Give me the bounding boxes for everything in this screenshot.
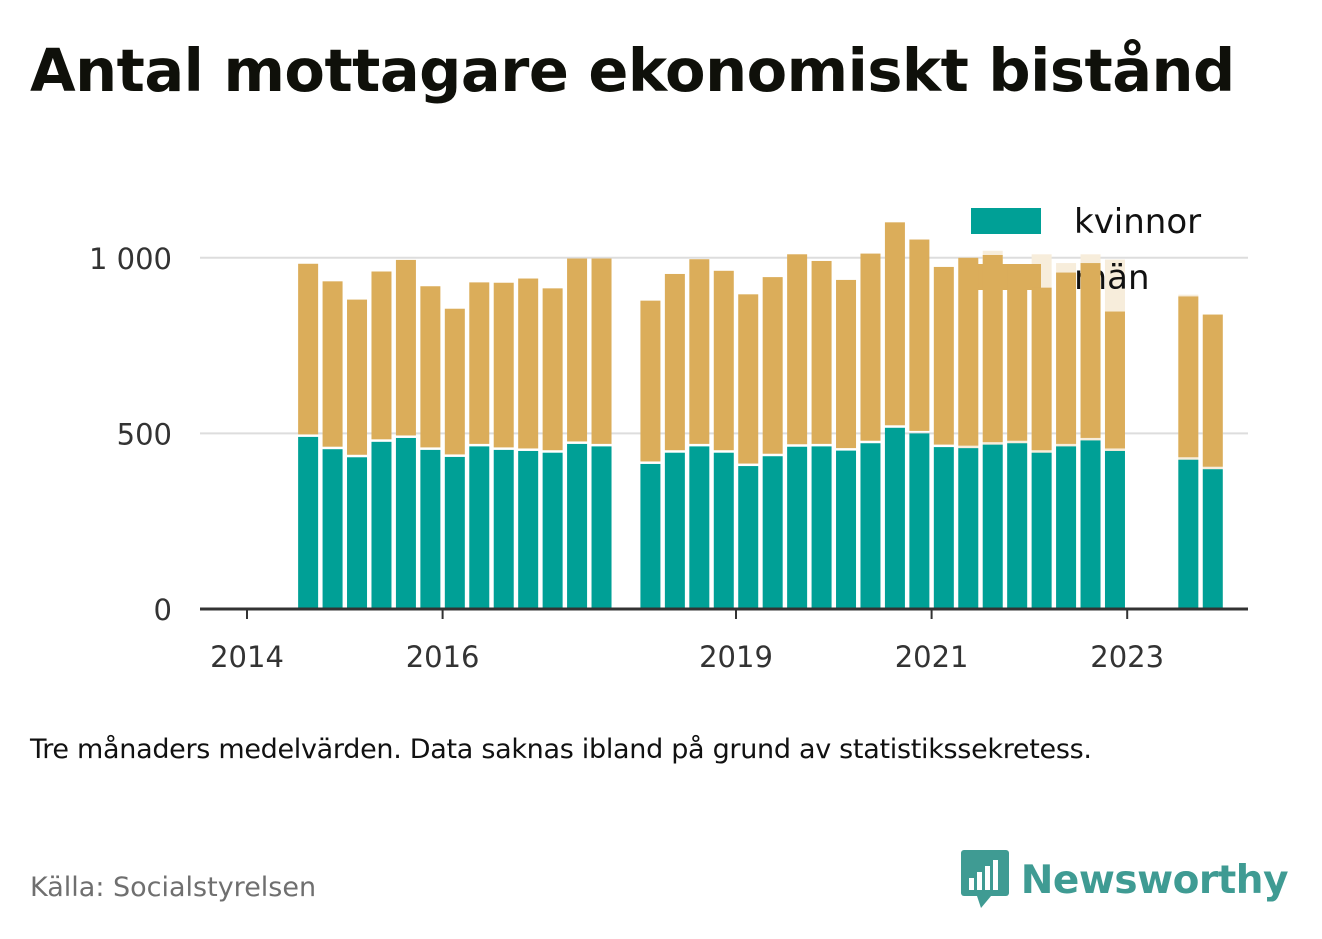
bar-kvinnor <box>860 443 881 609</box>
bar-man <box>322 281 343 447</box>
bar-man <box>860 253 881 441</box>
bar-kvinnor <box>347 457 368 609</box>
bar-kvinnor <box>640 463 661 609</box>
bar-man <box>1080 263 1101 438</box>
bar-man <box>1104 311 1125 449</box>
bar-kvinnor <box>787 446 808 609</box>
bar-man <box>493 282 514 448</box>
bar-man <box>762 277 783 454</box>
bar-man <box>738 294 759 464</box>
bar-kvinnor <box>1080 440 1101 609</box>
bar-man <box>1178 296 1199 458</box>
bar-kvinnor <box>542 452 563 609</box>
x-axis <box>200 607 1248 619</box>
bar-man <box>982 254 1003 443</box>
bar-man <box>371 271 392 440</box>
bar-man <box>1007 265 1028 441</box>
bar-man <box>689 259 710 444</box>
x-tick-label: 2014 <box>210 640 284 674</box>
bar-man <box>787 254 808 445</box>
bars <box>298 222 1223 609</box>
bar-man <box>1031 287 1052 451</box>
bar-kvinnor <box>1056 446 1077 609</box>
bar-kvinnor <box>322 449 343 609</box>
bar-kvinnor <box>420 449 441 609</box>
legend: kvinnor män <box>971 202 1201 298</box>
x-tick-label: 2021 <box>895 640 969 674</box>
chart-note: Tre månaders medelvärden. Data saknas ib… <box>30 734 1092 765</box>
bar-kvinnor <box>493 449 514 609</box>
bar-kvinnor <box>762 456 783 609</box>
bar-man <box>640 300 661 462</box>
bar-kvinnor <box>518 450 539 609</box>
y-tick-label: 0 <box>154 593 172 627</box>
bar-kvinnor <box>713 452 734 609</box>
bar-man <box>518 278 539 449</box>
bar-man <box>884 222 905 426</box>
legend-label-kvinnor: kvinnor <box>1074 202 1201 242</box>
bar-man <box>420 286 441 448</box>
bar-man <box>591 258 612 444</box>
bar-man <box>811 260 832 444</box>
bar-kvinnor <box>298 436 319 609</box>
bar-kvinnor <box>1007 443 1028 609</box>
bar-man <box>933 266 954 445</box>
bar-man <box>469 282 490 444</box>
bar-man <box>1202 314 1223 467</box>
bar-man <box>395 259 416 436</box>
source-credit: Källa: Socialstyrelsen <box>30 872 317 903</box>
x-tick-label: 2023 <box>1090 640 1164 674</box>
bar-kvinnor <box>1031 452 1052 609</box>
bar-man <box>542 288 563 451</box>
bar-kvinnor <box>371 441 392 609</box>
bar-kvinnor <box>958 448 979 609</box>
brand-logo[interactable]: Newsworthy <box>960 850 1289 910</box>
bar-man <box>958 257 979 446</box>
bar-man <box>664 273 685 451</box>
bar-kvinnor <box>689 446 710 609</box>
chart-title: Antal mottagare ekonomiskt bistånd <box>30 36 1235 105</box>
brand-name: Newsworthy <box>1020 857 1289 903</box>
x-tick-label: 2019 <box>699 640 773 674</box>
bar-kvinnor <box>884 427 905 609</box>
bar-kvinnor <box>567 443 588 609</box>
bar-kvinnor <box>444 456 465 609</box>
bar-man <box>1056 272 1077 444</box>
y-axis-labels: 0 500 1 000 <box>89 242 172 627</box>
bar-kvinnor <box>664 452 685 609</box>
bar-kvinnor <box>1202 469 1223 609</box>
bar-man <box>713 270 734 451</box>
bar-man <box>909 239 930 431</box>
bar-kvinnor <box>591 446 612 609</box>
bar-kvinnor <box>933 447 954 609</box>
bar-kvinnor <box>909 433 930 609</box>
x-tick-label: 2016 <box>406 640 480 674</box>
bar-man <box>347 299 368 455</box>
newsworthy-logo-icon <box>960 850 1009 908</box>
legend-swatch-kvinnor <box>971 208 1041 234</box>
legend-swatch-man <box>971 264 1041 290</box>
bar-kvinnor <box>811 446 832 609</box>
bar-man <box>567 258 588 442</box>
bar-kvinnor <box>1178 459 1199 609</box>
y-tick-label: 1 000 <box>89 242 172 276</box>
bar-kvinnor <box>836 450 857 609</box>
bar-man <box>298 263 319 435</box>
bar-man <box>444 308 465 455</box>
bar-kvinnor <box>982 444 1003 609</box>
x-axis-labels: 2014 2016 2019 2021 2023 <box>210 640 1164 674</box>
y-tick-label: 500 <box>117 417 172 451</box>
bar-kvinnor <box>1104 450 1125 609</box>
bar-man <box>836 279 857 449</box>
bar-kvinnor <box>738 466 759 609</box>
bar-kvinnor <box>395 437 416 609</box>
bar-kvinnor <box>469 446 490 609</box>
